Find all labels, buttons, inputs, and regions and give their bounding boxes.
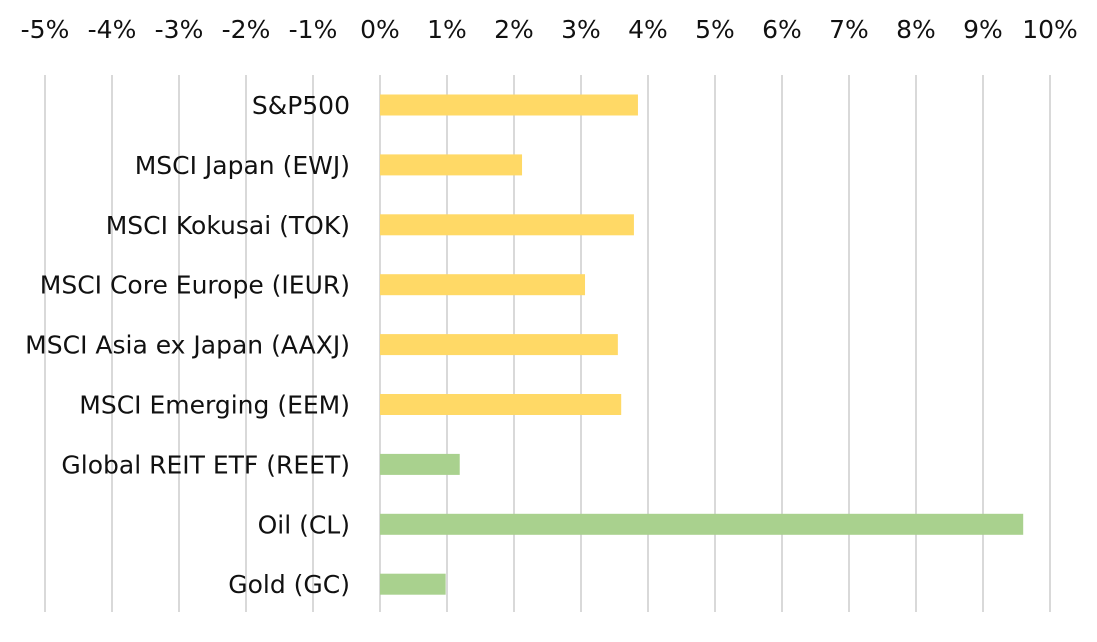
- x-axis-ticks: -5% -4% -3% -2% -1% 0% 1% 2% 3% 4% 5% 6% 7% 8% 9% 10%: [21, 15, 1078, 44]
- bar: [380, 94, 638, 116]
- x-tick-label: 2%: [494, 15, 534, 44]
- x-tick-label: 1%: [427, 15, 467, 44]
- bar: [380, 214, 634, 236]
- category-label: MSCI Kokusai (TOK): [106, 211, 350, 240]
- category-labels: S&P500 MSCI Japan (EWJ) MSCI Kokusai (TOK)…: [25, 91, 350, 599]
- category-label: Oil (CL): [258, 510, 350, 539]
- category-label: Global REIT ETF (REET): [61, 450, 350, 479]
- category-label: MSCI Emerging (EEM): [79, 391, 350, 420]
- bar: [380, 274, 586, 296]
- x-tick-label: -1%: [289, 15, 338, 44]
- x-tick-label: -2%: [222, 15, 271, 44]
- bar: [380, 453, 460, 475]
- x-tick-label: 9%: [963, 15, 1003, 44]
- x-tick-label: -5%: [21, 15, 70, 44]
- x-tick-label: -4%: [88, 15, 137, 44]
- x-tick-label: 5%: [695, 15, 735, 44]
- x-tick-label: 8%: [896, 15, 936, 44]
- category-label: MSCI Japan (EWJ): [135, 151, 350, 180]
- category-label: Gold (GC): [228, 570, 350, 599]
- x-tick-label: -3%: [155, 15, 204, 44]
- x-tick-label: 0%: [360, 15, 400, 44]
- bar: [380, 154, 523, 176]
- x-tick-label: 10%: [1022, 15, 1078, 44]
- x-tick-label: 7%: [829, 15, 869, 44]
- x-tick-label: 4%: [628, 15, 668, 44]
- bar: [380, 394, 622, 415]
- bar: [380, 573, 446, 595]
- x-tick-label: 3%: [561, 15, 601, 44]
- bar: [380, 513, 1024, 535]
- category-label: S&P500: [252, 91, 350, 120]
- category-label: MSCI Asia ex Japan (AAXJ): [25, 331, 350, 360]
- x-tick-label: 6%: [762, 15, 802, 44]
- category-label: MSCI Core Europe (IEUR): [40, 271, 350, 300]
- bars: [380, 94, 1024, 595]
- bar: [380, 334, 618, 356]
